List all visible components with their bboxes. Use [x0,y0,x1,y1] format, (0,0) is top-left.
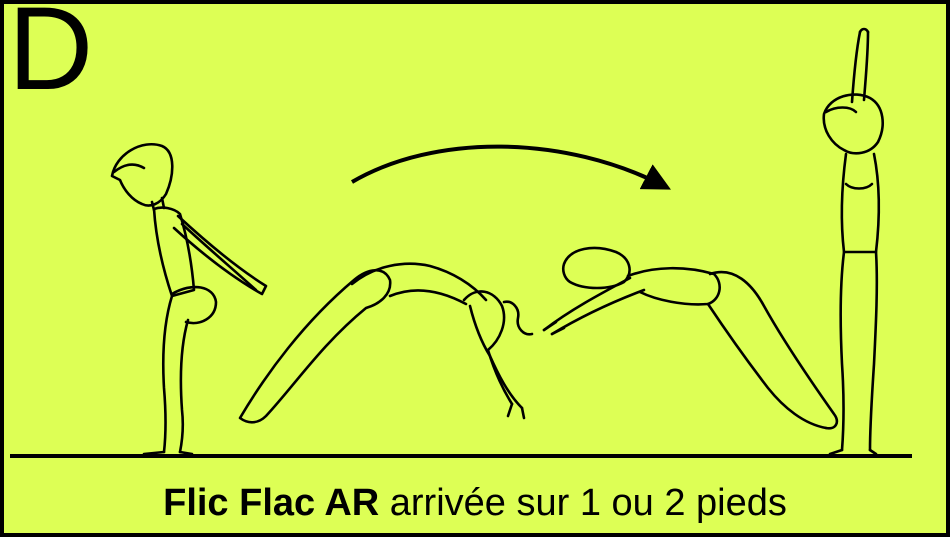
figure-stand-arms-up [822,27,884,456]
figure-handstand-arch [542,246,839,430]
exercise-caption: Flic Flac AR arrivée sur 1 ou 2 pieds [4,482,946,525]
element-name: Flic Flac AR [163,482,380,524]
gymnastics-illustration [10,27,912,458]
element-description: arrivée sur 1 ou 2 pieds [389,482,787,524]
figure-squat-start [110,143,268,456]
figure-back-bridge [238,262,534,424]
level-letter: D [8,0,94,115]
rotation-arrow-icon [350,144,671,190]
